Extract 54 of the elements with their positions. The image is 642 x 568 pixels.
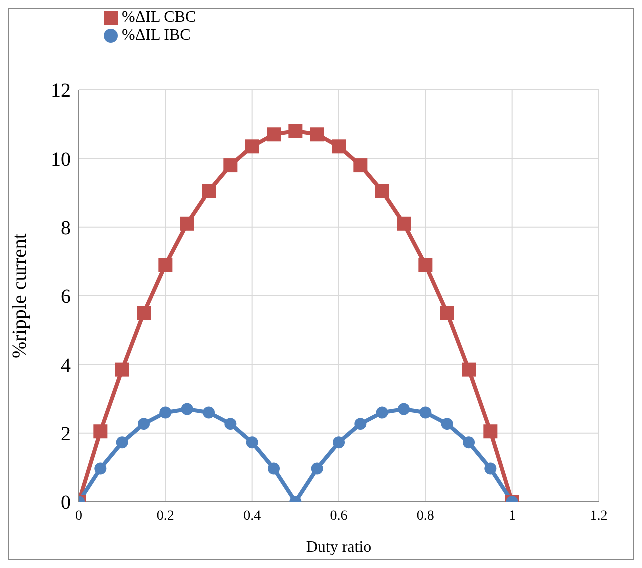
point [180,216,194,231]
point [137,306,151,320]
point [245,140,260,154]
point [440,306,454,320]
point [94,462,107,475]
x-tick-label: 0.6 [330,508,348,524]
point [376,406,388,419]
point [160,406,172,419]
x-tick-label: 0.8 [416,508,434,524]
point [202,184,216,198]
y-tick-label: 2 [61,423,71,446]
y-axis-title: %ripple current [9,233,32,358]
point [462,362,476,377]
point [116,436,128,449]
point [267,128,281,142]
point [310,128,324,142]
point [158,258,173,272]
x-tick-label: 0.4 [244,508,262,524]
legend-label: %ΔIL IBC [122,27,191,44]
x-tick-label: 0.2 [156,508,174,524]
x-axis-title: Duty ratio [306,539,372,556]
y-tick-label: 4 [61,354,71,377]
point [398,403,410,416]
x-tick-label: 0 [76,508,82,524]
point [288,124,303,138]
point [181,403,194,416]
point [354,418,367,430]
point [224,418,237,430]
point [418,258,433,272]
point [420,406,432,419]
y-tick-label: 6 [61,286,71,308]
point [115,362,130,377]
point [268,462,280,475]
point [441,418,454,430]
point [333,436,345,449]
y-tick-label: 10 [51,148,71,171]
point [138,418,150,430]
point [311,462,324,475]
legend-label: %ΔIL CBC [122,9,196,26]
point [94,424,108,439]
point [484,462,497,475]
x-tick-label: 1.2 [590,508,608,524]
y-tick-label: 8 [61,217,71,240]
point [203,406,215,419]
point [224,158,238,173]
point [463,436,475,449]
point [484,424,498,439]
x-tick-label: 1 [508,508,516,524]
point [332,140,346,154]
point [354,158,368,173]
point [375,184,390,198]
point [397,216,411,231]
y-tick-label: 12 [51,80,71,102]
point [246,436,258,449]
